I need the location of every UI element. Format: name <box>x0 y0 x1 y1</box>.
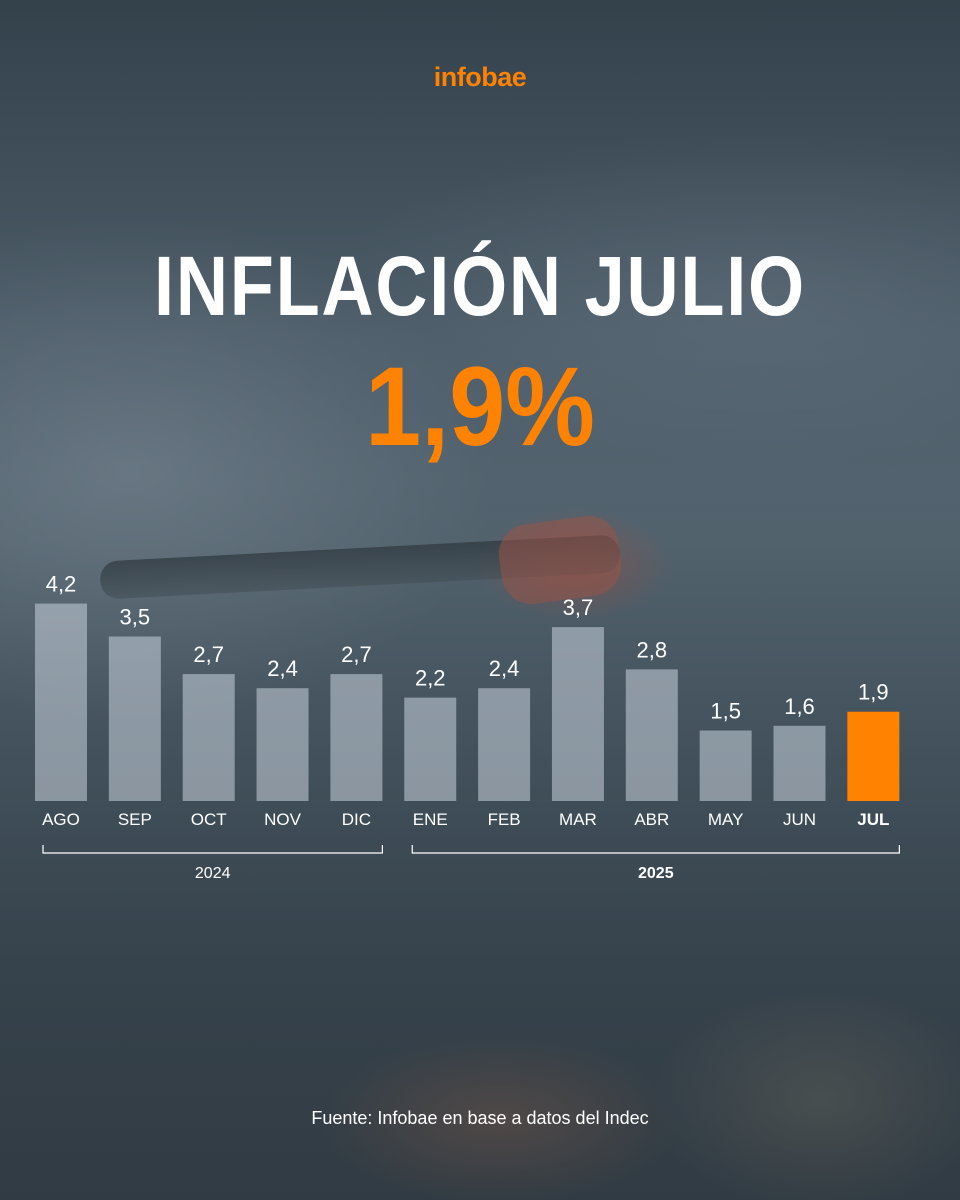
value-label-may: 1,5 <box>710 699 741 724</box>
category-label-abr: ABR <box>634 810 669 829</box>
value-label-oct: 2,7 <box>193 642 224 667</box>
value-label-ene: 2,2 <box>415 666 446 691</box>
headline-value: 1,9% <box>365 344 595 469</box>
value-label-dic: 2,7 <box>341 642 372 667</box>
bar-ene <box>404 697 457 801</box>
year-bracket-2024 <box>42 845 383 854</box>
bar-sep <box>108 636 161 801</box>
bar-dic <box>330 674 383 801</box>
inflation-bar-chart: 4,2 AGO 3,5 SEP 2,7 OCT 2,4 NOV 2,7 DIC 2,2 ENE 2,4 F… <box>35 572 900 882</box>
category-label-sep: SEP <box>118 810 152 829</box>
category-label-nov: NOV <box>264 810 302 829</box>
page-title: INFLACIÓN JULIO <box>154 239 806 333</box>
year-label-2024: 2024 <box>195 865 231 882</box>
category-label-jul: JUL <box>857 810 889 829</box>
value-label-jul: 1,9 <box>858 680 889 705</box>
category-label-may: MAY <box>708 810 744 829</box>
infobae-logo: infobae <box>433 62 527 92</box>
year-label-2025: 2025 <box>638 865 674 882</box>
value-label-feb: 2,4 <box>489 656 520 681</box>
value-label-mar: 3,7 <box>563 595 594 620</box>
category-label-oct: OCT <box>191 810 227 829</box>
category-label-mar: MAR <box>559 810 597 829</box>
category-label-ene: ENE <box>413 810 448 829</box>
value-label-sep: 3,5 <box>120 605 151 630</box>
category-label-jun: JUN <box>783 810 816 829</box>
bar-nov <box>256 688 309 801</box>
bar-may <box>699 730 752 801</box>
bar-jul <box>847 711 900 801</box>
category-label-dic: DIC <box>342 810 371 829</box>
value-label-ago: 4,2 <box>46 572 77 597</box>
value-label-jun: 1,6 <box>784 694 815 719</box>
category-label-feb: FEB <box>488 810 521 829</box>
value-label-nov: 2,4 <box>267 656 298 681</box>
bar-ago <box>35 603 87 801</box>
year-bracket-2025 <box>411 845 900 854</box>
bar-feb <box>478 688 531 801</box>
source-note: Fuente: Infobae en base a datos del Inde… <box>311 1108 649 1128</box>
bar-abr <box>625 669 678 801</box>
bar-mar <box>551 627 604 801</box>
category-label-ago: AGO <box>42 810 80 829</box>
bar-oct <box>182 674 235 801</box>
bar-jun <box>773 725 826 801</box>
value-label-abr: 2,8 <box>637 637 668 662</box>
